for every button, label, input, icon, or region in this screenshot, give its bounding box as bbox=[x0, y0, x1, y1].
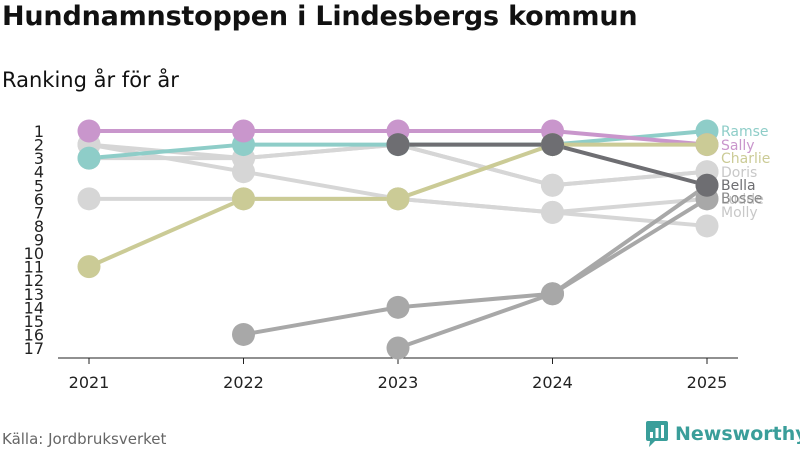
series-point-ok-nt-2 bbox=[541, 173, 564, 197]
series-point-bella bbox=[695, 173, 719, 197]
y-tick-label: 9 bbox=[34, 231, 44, 250]
chart-title: Hundnamnstoppen i Lindesbergs kommun bbox=[2, 1, 638, 32]
x-tick-label: 2024 bbox=[532, 373, 573, 392]
x-tick-label: 2021 bbox=[69, 373, 110, 392]
series-point-ok-nt-1 bbox=[695, 214, 719, 238]
y-tick-label: 12 bbox=[24, 271, 44, 290]
series-point-sally bbox=[232, 119, 255, 143]
y-tick-label: 2 bbox=[34, 136, 44, 155]
series-line-bosse bbox=[243, 183, 709, 337]
y-tick-label: 13 bbox=[24, 285, 44, 304]
brand-mark[interactable]: Newsworthy bbox=[645, 420, 800, 448]
y-tick-label: 10 bbox=[24, 244, 44, 263]
end-label-ramse: Ramse bbox=[721, 124, 769, 140]
brand-name: Newsworthy bbox=[675, 423, 800, 445]
source-note: Källa: Jordbruksverket bbox=[2, 430, 167, 448]
y-tick-label: 15 bbox=[24, 312, 44, 331]
y-tick-label: 4 bbox=[34, 163, 44, 182]
end-label-ludde: Ludde bbox=[721, 192, 764, 208]
series-end-labels: RamseSallyCharlieDorisBellaLuddeBosseMol… bbox=[721, 124, 770, 221]
y-tick-label: 16 bbox=[24, 325, 44, 344]
series-point-bosse bbox=[232, 322, 255, 346]
x-tick-label: 2022 bbox=[223, 373, 264, 392]
series-point-ludde bbox=[386, 336, 410, 360]
y-tick-label: 6 bbox=[34, 190, 44, 209]
series-point-molly bbox=[77, 187, 101, 211]
newsworthy-logo-icon bbox=[646, 421, 668, 447]
end-label-sally: Sally bbox=[721, 138, 755, 154]
series-point-bella bbox=[541, 133, 564, 157]
x-tick-label: 2023 bbox=[378, 373, 419, 392]
series-point-bella bbox=[386, 133, 410, 157]
y-tick-label: 7 bbox=[34, 203, 44, 222]
series-point-ramse bbox=[77, 146, 101, 170]
x-tick-label: 2025 bbox=[687, 373, 728, 392]
series-point-bosse bbox=[541, 282, 564, 306]
series-point-charlie bbox=[232, 187, 255, 211]
end-label-bosse: Bosse bbox=[721, 191, 762, 207]
series-point-bosse bbox=[386, 295, 410, 319]
end-label-bella: Bella bbox=[721, 178, 756, 194]
series-points bbox=[77, 119, 719, 360]
y-tick-label: 1 bbox=[34, 122, 44, 141]
series-point-charlie bbox=[386, 187, 410, 211]
y-tick-label: 3 bbox=[34, 149, 44, 168]
chart-subtitle: Ranking år för år bbox=[2, 68, 179, 92]
y-tick-label: 11 bbox=[24, 258, 44, 277]
end-label-doris: Doris bbox=[721, 165, 757, 181]
series-point-charlie bbox=[77, 255, 101, 279]
end-label-charlie: Charlie bbox=[721, 151, 770, 167]
series-point-sally bbox=[77, 119, 101, 143]
y-tick-label: 14 bbox=[24, 298, 44, 317]
y-tick-label: 17 bbox=[24, 339, 44, 358]
y-tick-label: 5 bbox=[34, 176, 44, 195]
y-tick-label: 8 bbox=[34, 217, 44, 236]
series-point-charlie bbox=[695, 133, 719, 157]
series-point-ok-nt-1 bbox=[541, 200, 564, 224]
end-label-molly: Molly bbox=[721, 205, 758, 221]
